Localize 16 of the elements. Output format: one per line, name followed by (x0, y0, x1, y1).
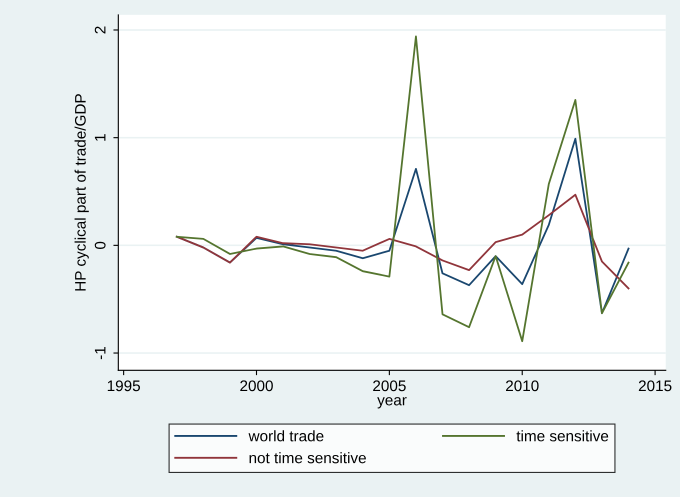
legend-label: not time sensitive (250, 452, 366, 464)
y-tick-label: 1 (94, 134, 106, 141)
x-tick-label: 2005 (373, 380, 406, 392)
legend-label: world trade (248, 430, 324, 442)
line-series (176, 36, 630, 342)
y-axis-title: HP cyclical part of trade/GDP (74, 94, 89, 291)
y-tick-label: 0 (94, 242, 106, 250)
x-tick-label: 2015 (638, 380, 672, 392)
x-tick-label: 2010 (506, 380, 539, 392)
y-tick-label: 2 (94, 26, 106, 34)
y-tick-label: -1 (94, 346, 106, 360)
legend-label: time sensitive (516, 430, 608, 442)
line-series (176, 194, 630, 290)
x-tick-label: 2000 (240, 380, 273, 392)
x-tick-label: 1995 (108, 380, 140, 392)
x-axis-title: year (377, 397, 407, 408)
